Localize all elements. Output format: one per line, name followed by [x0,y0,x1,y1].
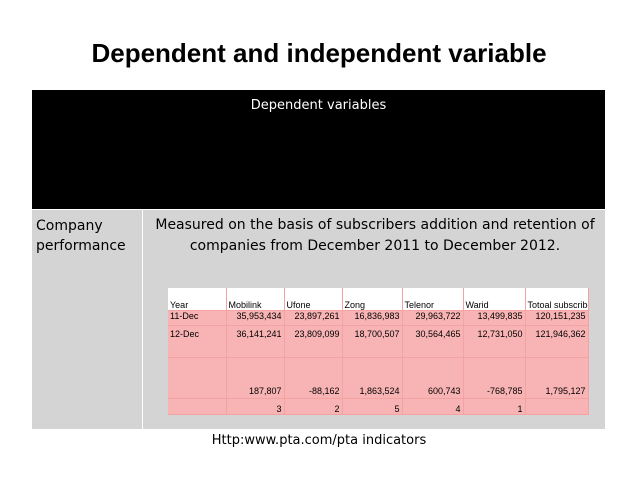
table-row: 3 2 5 4 1 [168,398,589,415]
table-cell: 36,141,241 [226,325,285,358]
table-cell: 3 [226,398,285,415]
table-row: 11-Dec 35,953,434 23,897,261 16,836,983 … [168,310,589,326]
measure-line1: Measured on the basis of subscribers add… [155,217,595,233]
table-cell: 1 [463,398,526,415]
column-header: Zong [342,288,403,311]
table-cell: 12,731,050 [463,325,526,358]
table-cell: 23,897,261 [284,310,343,326]
measure-line2: companies from December 2011 to December… [189,238,561,254]
table-cell: 23,809,099 [284,325,343,358]
table-row: 12-Dec 36,141,241 23,809,099 18,700,507 … [168,325,589,358]
column-divider [142,210,143,429]
table-cell: 2 [284,398,343,415]
table-cell: 13,499,835 [463,310,526,326]
column-header: Mobilink [226,288,285,311]
table-cell: 11-Dec [168,310,227,326]
page-title: Dependent and independent variable [91,38,547,68]
table-cell: 35,953,434 [226,310,285,326]
table-cell: -88,162 [284,357,343,399]
table-cell: 121,946,362 [525,325,589,358]
table-cell: 30,564,465 [402,325,464,358]
table-row: 187,807 -88,162 1,863,524 600,743 -768,7… [168,357,589,399]
variable-name-line2: performance [36,238,126,254]
table-cell [168,357,227,399]
table-cell: 1,795,127 [525,357,589,399]
column-header: Telenor [402,288,464,311]
dependent-variables-header: Dependent variables [32,90,605,209]
variable-name: Company performance [36,216,140,256]
source-citation: Http:www.pta.com/pta indicators [211,433,427,448]
variable-name-line1: Company [36,218,103,234]
column-header: Warid [463,288,526,311]
table-cell: 187,807 [226,357,285,399]
table-cell [525,398,589,415]
table-cell [168,398,227,415]
table-header-row: Year Mobilink Ufone Zong Telenor Warid T… [168,288,589,311]
column-header: Year [168,288,227,311]
table-cell: 12-Dec [168,325,227,358]
table-cell: 600,743 [402,357,464,399]
table-cell: 18,700,507 [342,325,403,358]
subscribers-table: Year Mobilink Ufone Zong Telenor Warid T… [168,288,589,415]
column-header: Ufone [284,288,343,311]
variable-measure: Measured on the basis of subscribers add… [150,215,600,257]
table-cell: 4 [402,398,464,415]
column-header: Totoal subscribers [525,288,589,311]
table-cell: -768,785 [463,357,526,399]
table-cell: 16,836,983 [342,310,403,326]
table-cell: 120,151,235 [525,310,589,326]
table-cell: 1,863,524 [342,357,403,399]
table-cell: 29,963,722 [402,310,464,326]
header-label: Dependent variables [250,98,387,113]
table-cell: 5 [342,398,403,415]
